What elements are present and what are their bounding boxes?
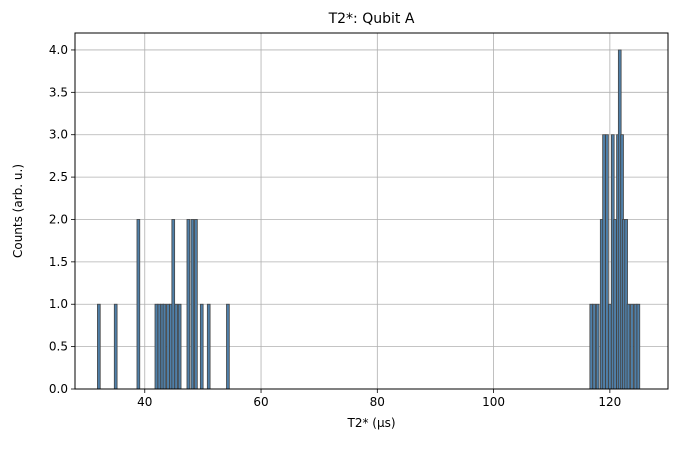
histogram-bar bbox=[154, 303, 159, 390]
histogram-bar bbox=[162, 303, 167, 390]
y-tick-label: 0.0 bbox=[49, 382, 68, 396]
histogram-bar bbox=[592, 303, 596, 390]
histogram-bar bbox=[206, 303, 211, 390]
histogram-bar bbox=[174, 303, 178, 390]
plot-frame bbox=[74, 32, 669, 390]
y-tick-label: 1.5 bbox=[49, 255, 68, 269]
histogram-bar bbox=[626, 303, 631, 390]
histogram-bar bbox=[190, 219, 195, 390]
histogram-bar bbox=[595, 303, 600, 390]
histogram-bar bbox=[136, 219, 141, 390]
x-axis-label: T2* (μs) bbox=[346, 416, 395, 430]
chart-title: T2*: Qubit A bbox=[328, 11, 415, 27]
y-tick-label: 2.5 bbox=[49, 170, 68, 184]
y-tick-label: 1.0 bbox=[49, 297, 68, 311]
y-tick-label: 4.0 bbox=[49, 43, 68, 57]
histogram-bar bbox=[613, 219, 617, 390]
y-tick-label: 2.0 bbox=[49, 212, 68, 226]
histogram-bar bbox=[97, 303, 101, 390]
histogram-bar bbox=[166, 303, 170, 390]
histogram-bar bbox=[194, 219, 198, 390]
x-tick-label: 100 bbox=[482, 395, 505, 409]
histogram-bar bbox=[171, 219, 176, 390]
x-tick-label: 40 bbox=[137, 395, 152, 409]
histogram-bar bbox=[633, 303, 638, 390]
histogram-bar bbox=[605, 134, 609, 390]
x-tick-label: 80 bbox=[370, 395, 385, 409]
y-tick-label: 3.5 bbox=[49, 85, 68, 99]
histogram-bar bbox=[608, 303, 612, 390]
histogram-bar bbox=[177, 303, 182, 390]
y-tick-label: 3.0 bbox=[49, 128, 68, 142]
x-tick-label: 60 bbox=[253, 395, 268, 409]
histogram-bar bbox=[636, 303, 641, 390]
histogram-bar bbox=[630, 303, 634, 390]
x-tick-label: 120 bbox=[598, 395, 621, 409]
histogram-bar bbox=[157, 303, 162, 390]
histogram-bar bbox=[113, 303, 118, 390]
y-axis-label: Counts (arb. u.) bbox=[11, 164, 25, 258]
histogram-bar bbox=[199, 303, 204, 390]
histogram-bar bbox=[602, 134, 606, 390]
histogram-bar bbox=[589, 303, 594, 390]
histogram-bar bbox=[226, 303, 230, 390]
y-tick-label: 0.5 bbox=[49, 340, 68, 354]
ticks: 40 60 80 100 120 0.0 0.5 1.0 1.5 2.0 2.5 3.0 3.5 4.0 bbox=[49, 43, 621, 409]
histogram-bar bbox=[186, 219, 191, 390]
